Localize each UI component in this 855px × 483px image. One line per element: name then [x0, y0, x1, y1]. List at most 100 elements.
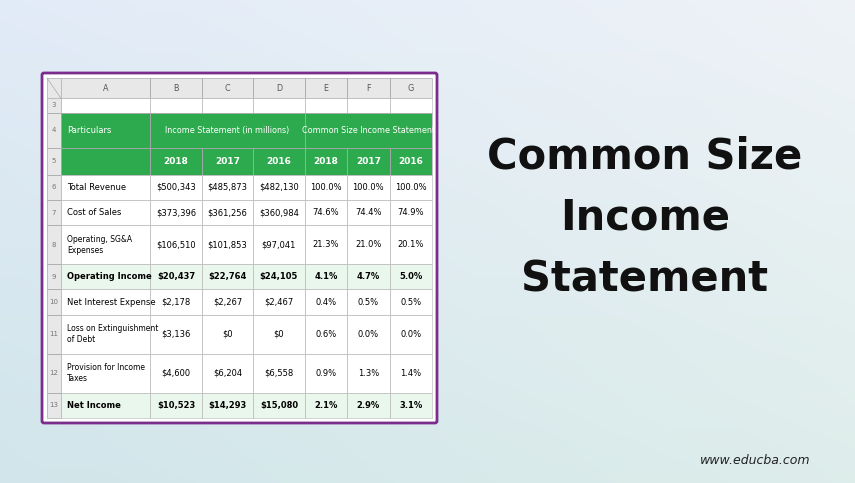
Bar — [253, 393, 304, 418]
Bar — [347, 99, 390, 113]
Text: $20,437: $20,437 — [157, 272, 195, 281]
Bar — [150, 113, 304, 148]
Text: $361,256: $361,256 — [208, 208, 247, 217]
Text: 4.7%: 4.7% — [357, 272, 380, 281]
Bar — [150, 289, 202, 315]
Text: D: D — [276, 84, 282, 93]
Bar — [253, 148, 304, 175]
Bar — [202, 175, 253, 200]
Bar — [390, 315, 432, 354]
Bar — [304, 289, 347, 315]
Text: Operating Income: Operating Income — [68, 272, 152, 281]
Bar — [202, 289, 253, 315]
Text: 4.1%: 4.1% — [314, 272, 338, 281]
Bar — [202, 78, 253, 99]
Bar — [390, 289, 432, 315]
Text: 21.0%: 21.0% — [355, 240, 381, 249]
Bar — [390, 264, 432, 289]
Bar — [304, 315, 347, 354]
Text: 0.6%: 0.6% — [315, 330, 337, 339]
Bar — [61, 354, 150, 393]
Bar — [304, 175, 347, 200]
Bar — [304, 113, 432, 148]
Bar — [47, 113, 61, 148]
Bar — [390, 78, 432, 99]
Bar — [150, 148, 202, 175]
Text: $500,343: $500,343 — [156, 183, 196, 192]
Bar — [47, 264, 61, 289]
Bar — [253, 175, 304, 200]
Bar — [390, 264, 432, 289]
Bar — [253, 200, 304, 225]
Bar — [390, 175, 432, 200]
Bar — [47, 78, 61, 99]
Text: 1.4%: 1.4% — [400, 369, 422, 378]
Bar — [202, 200, 253, 225]
Bar — [304, 99, 347, 113]
Bar — [47, 354, 61, 393]
Bar — [202, 354, 253, 393]
Bar — [347, 264, 390, 289]
Text: 2018: 2018 — [163, 157, 189, 166]
Bar — [347, 289, 390, 315]
Text: Operating, SG&A
Expenses: Operating, SG&A Expenses — [68, 235, 133, 255]
Text: Income Statement (in millions): Income Statement (in millions) — [165, 126, 290, 135]
Text: 0.5%: 0.5% — [357, 298, 379, 307]
Bar — [150, 200, 202, 225]
Bar — [347, 78, 390, 99]
Bar — [150, 264, 202, 289]
Bar — [304, 78, 347, 99]
Bar — [202, 225, 253, 264]
Text: $482,130: $482,130 — [259, 183, 298, 192]
Bar — [202, 99, 253, 113]
Bar — [347, 315, 390, 354]
Text: 5: 5 — [52, 158, 56, 164]
Bar — [347, 200, 390, 225]
Bar — [150, 148, 202, 175]
Bar — [47, 264, 61, 289]
Bar — [390, 99, 432, 113]
Bar — [253, 148, 304, 175]
Text: $14,293: $14,293 — [209, 401, 246, 410]
Bar — [61, 99, 150, 113]
Bar — [347, 148, 390, 175]
Text: $10,523: $10,523 — [157, 401, 195, 410]
Bar — [253, 225, 304, 264]
Bar — [61, 78, 150, 99]
Bar — [202, 264, 253, 289]
Bar — [304, 289, 347, 315]
Bar — [253, 354, 304, 393]
Text: www.educba.com: www.educba.com — [699, 455, 811, 468]
Bar — [61, 113, 150, 148]
Text: 0.0%: 0.0% — [357, 330, 379, 339]
Text: Net Income: Net Income — [68, 401, 121, 410]
Bar — [253, 354, 304, 393]
Bar — [47, 289, 61, 315]
Bar — [47, 113, 61, 148]
Text: 8: 8 — [52, 242, 56, 248]
Text: 5.0%: 5.0% — [399, 272, 422, 281]
Bar — [150, 175, 202, 200]
Bar — [47, 200, 61, 225]
Bar — [150, 393, 202, 418]
Bar — [202, 225, 253, 264]
Bar — [150, 315, 202, 354]
Bar — [150, 225, 202, 264]
Text: 3: 3 — [52, 102, 56, 109]
Bar — [304, 148, 347, 175]
Text: 2016: 2016 — [267, 157, 292, 166]
Bar — [390, 200, 432, 225]
Bar — [304, 354, 347, 393]
Text: $101,853: $101,853 — [208, 240, 247, 249]
Text: 1.3%: 1.3% — [357, 369, 379, 378]
Text: $24,105: $24,105 — [260, 272, 298, 281]
Bar — [253, 289, 304, 315]
Text: 100.0%: 100.0% — [352, 183, 384, 192]
Bar — [202, 78, 253, 99]
Text: $360,984: $360,984 — [259, 208, 299, 217]
Bar — [150, 200, 202, 225]
Bar — [347, 175, 390, 200]
Text: 0.0%: 0.0% — [400, 330, 422, 339]
Bar — [390, 393, 432, 418]
Text: 4: 4 — [52, 127, 56, 133]
